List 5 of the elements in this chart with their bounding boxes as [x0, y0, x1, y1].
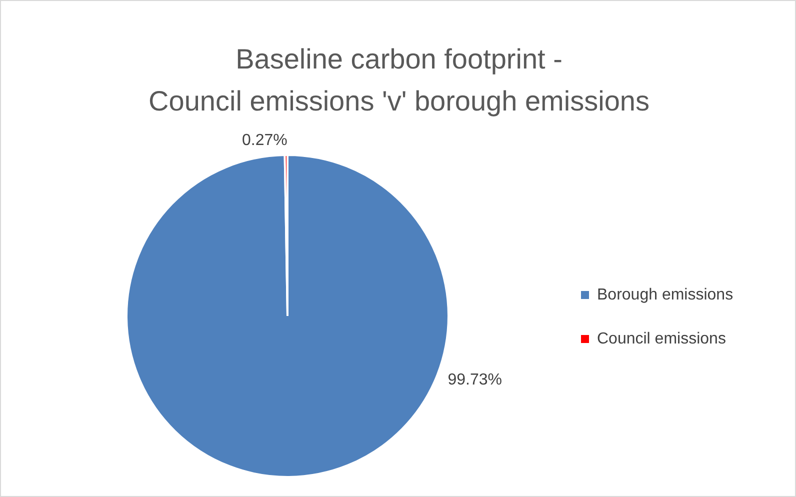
data-label: 99.73%: [448, 372, 502, 389]
legend-label: Borough emissions: [597, 286, 734, 304]
legend-label: Council emissions: [597, 330, 726, 348]
chart-title: Baseline carbon footprint - Council emissions 'v' borough emissions: [148, 44, 650, 117]
data-label: 0.27%: [242, 132, 288, 149]
